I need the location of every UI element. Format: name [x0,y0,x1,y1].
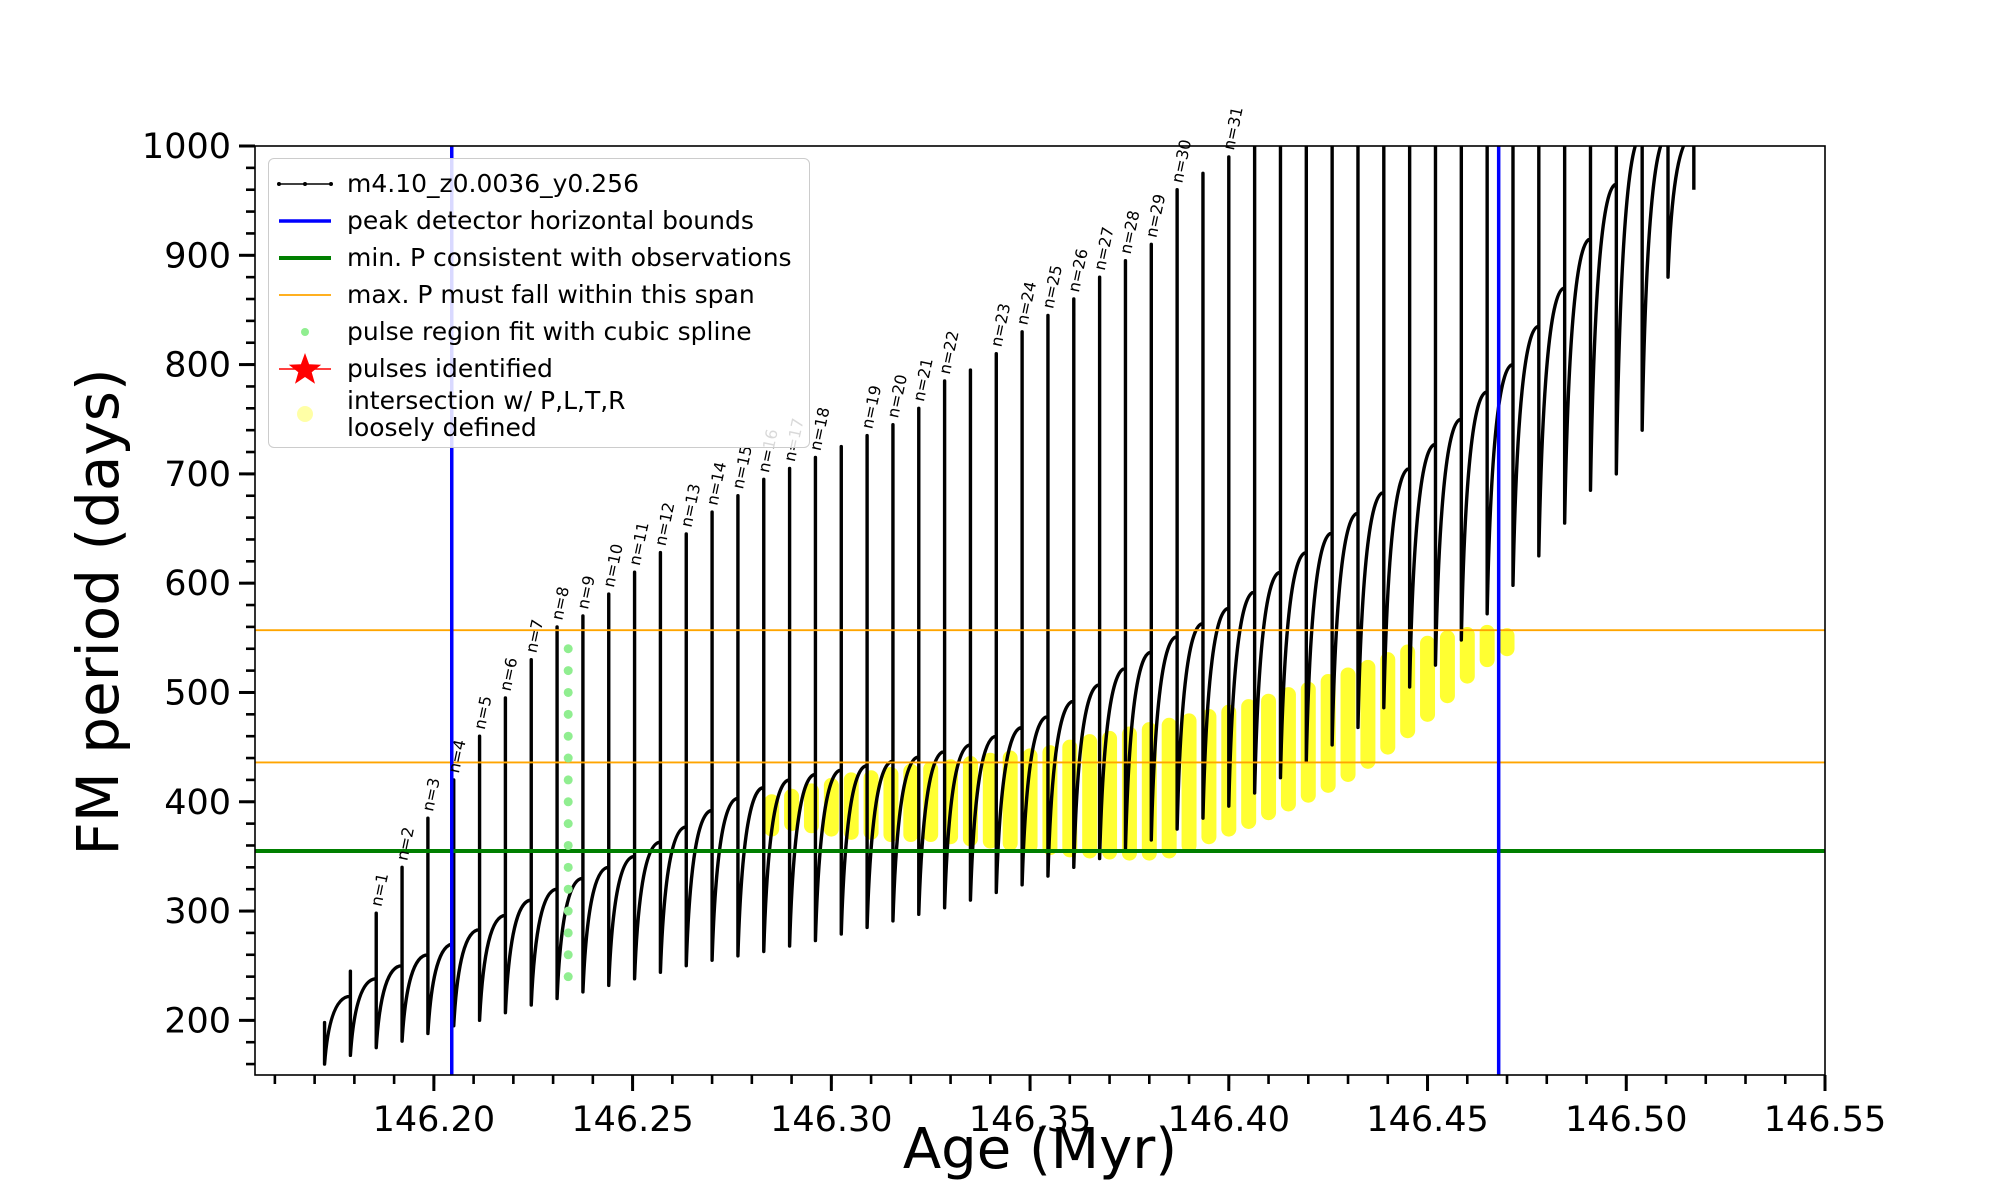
x-tick-label: 146.50 [1565,1100,1687,1140]
legend-marker [279,255,331,260]
spline-point [563,775,573,785]
model-line [322,146,1696,1066]
spline-point [563,644,573,654]
y-tick-label: 800 [164,346,231,386]
plot-frame [254,145,1826,1076]
legend-label: intersection w/ P,L,T,R loosely defined [347,386,626,442]
legend-swatch [303,181,307,186]
pulse-label: n=9 [573,574,599,611]
legend-item: m4.10_z0.0036_y0.256 [277,165,801,202]
spline-point [563,862,573,872]
axes: 146.20 146.25 146.30 146.35 146.40 146.45 146.… [142,127,1886,1140]
spline-point [563,709,573,719]
legend-item: pulses identified [277,350,801,387]
pulse-label: n=29 [1142,192,1170,239]
legend-label: max. P must fall within this span [347,280,755,309]
x-tick-label: 146.25 [571,1100,693,1140]
legend-swatch [288,352,322,384]
spline-point [563,972,573,982]
y-tick-label: 900 [164,236,231,276]
spline-point [563,687,573,697]
pulse-label: n=13 [677,482,705,529]
spline-point [563,950,573,960]
y-tick-label: 1000 [142,127,231,167]
legend-marker [279,293,331,296]
legend-item: min. P consistent with observations [277,239,801,276]
x-tick-label: 146.40 [1168,1100,1290,1140]
legend-label: peak detector horizontal bounds [347,206,754,235]
y-tick-label: 600 [164,564,231,604]
spline-point [563,819,573,829]
pulse-label: n=5 [470,694,496,731]
legend-marker [279,352,331,384]
pulse-label: n=28 [1116,209,1144,256]
legend-swatch [297,406,313,422]
pulse-label: n=21 [909,356,937,403]
pulse-label: n=30 [1167,138,1195,185]
y-tick-label: 700 [164,455,231,495]
pulse-label: n=15 [728,444,756,491]
spline-point [563,797,573,807]
legend-item: intersection w/ P,L,T,R loosely defined [277,387,801,441]
spline-point [563,731,573,741]
x-tick-label: 146.35 [969,1100,1091,1140]
x-tick-label: 146.45 [1366,1100,1488,1140]
pulse-label: n=24 [1012,280,1040,327]
legend-marker [297,406,313,422]
pulse-label: n=2 [392,825,418,862]
legend-item: pulse region fit with cubic spline [277,313,801,350]
pulse-label: n=20 [883,373,911,420]
plot-area [255,146,1825,1075]
pulse-label: n=1 [367,871,393,908]
pulse-label: n=8 [547,585,573,622]
x-tick-label: 146.30 [770,1100,892,1140]
x-tick-label: 146.20 [373,1100,495,1140]
y-axis-label: FM period (days) [64,368,132,855]
legend-label: min. P consistent with observations [347,243,792,272]
legend-marker [301,327,309,336]
pulse-label: n=27 [1090,225,1118,272]
pulse-label: n=25 [1038,263,1066,310]
y-tick-label: 200 [164,1001,231,1041]
pulse-label: n=11 [625,520,653,567]
pulse-label: n=3 [418,776,444,813]
spline-point [563,928,573,938]
legend-label: pulses identified [347,354,553,383]
legend-swatch [301,327,309,336]
pulse-label: n=12 [651,501,679,548]
pulse-label: n=10 [599,542,627,589]
legend-label: m4.10_z0.0036_y0.256 [347,169,639,198]
legend-item: max. P must fall within this span [277,276,801,313]
pulse-label: n=6 [496,656,522,693]
pulse-label: n=14 [702,460,730,507]
pulse-label: n=23 [987,302,1015,349]
y-tick-label: 300 [164,892,231,932]
legend-swatch [277,181,281,186]
legend-label: pulse region fit with cubic spline [347,317,752,346]
pulse-label: n=31 [1219,105,1247,152]
legend-marker [279,218,331,223]
spline-point [563,906,573,916]
legend-item: peak detector horizontal bounds [277,202,801,239]
legend-marker [277,181,333,186]
x-axis-label: Age (Myr) [903,1117,1177,1182]
pulse-label: n=19 [857,384,885,431]
x-tick-label: 146.55 [1764,1100,1886,1140]
spline-point [563,666,573,676]
legend-swatch [329,181,333,186]
pulse-label: n=22 [935,329,963,376]
spline-point [563,884,573,894]
spline-point [563,840,573,850]
pulse-label: n=26 [1064,247,1092,294]
y-tick-label: 400 [164,783,231,823]
y-tick-label: 500 [164,673,231,713]
spline-point [563,753,573,763]
pulse-label: n=7 [522,618,548,655]
pulse-label: n=4 [444,738,470,775]
